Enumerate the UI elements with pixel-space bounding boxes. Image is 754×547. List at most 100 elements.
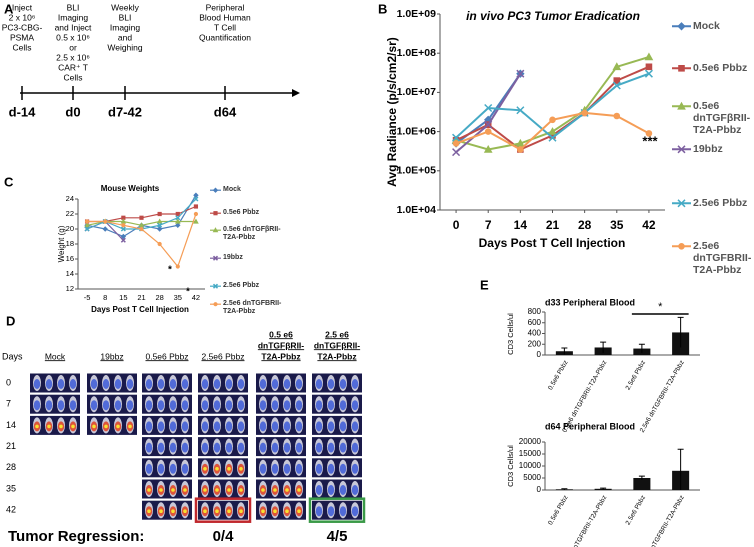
point-marker (139, 226, 144, 232)
point-marker (613, 112, 621, 120)
image-background (312, 437, 362, 457)
image-background (256, 500, 306, 520)
timeline-text: CAR⁺ T (58, 62, 88, 72)
point-marker (452, 148, 461, 157)
image-background (198, 415, 248, 435)
y-axis-title: CD3 Cells/ul (506, 313, 515, 355)
point-marker (120, 237, 126, 243)
signal (157, 463, 165, 474)
regression-result: 4/5 (327, 528, 348, 545)
image-background (142, 479, 192, 499)
x-tick-label: 2.5e6 dnTGFBRII-T2A-Pbbz (639, 359, 686, 434)
signal-core (285, 488, 289, 492)
image-background (312, 394, 362, 414)
y-axis-title: Avg Radiance (p/s/cm2/sr) (385, 37, 399, 187)
point-marker (644, 69, 653, 78)
bli-image (198, 437, 248, 457)
signal (351, 463, 359, 474)
image-background (87, 394, 137, 414)
signal-core (297, 488, 301, 492)
x-tick-label: 8 (103, 293, 107, 302)
bli-image (312, 415, 362, 435)
image-background (312, 373, 362, 393)
legend-label: 0.5e6 dnTGFβRII-T2A-Pbbz (223, 226, 281, 242)
signal-core (203, 488, 207, 492)
signal (327, 506, 335, 517)
point-marker (548, 133, 557, 142)
y-tick-label: 20000 (519, 437, 542, 446)
bli-image (256, 437, 306, 457)
x-tick-label: 0.5e6 Pbbz (547, 359, 570, 391)
point-marker (612, 81, 621, 90)
signal-core (116, 424, 120, 429)
bli-image (142, 500, 192, 520)
signal (181, 421, 189, 432)
column-header: 0.5e6 Pbbz (145, 351, 188, 361)
column-header: Mock (45, 351, 66, 361)
signal (295, 442, 303, 453)
bli-image (30, 373, 80, 393)
point-marker (484, 103, 493, 113)
signal (339, 463, 347, 474)
signal (145, 379, 153, 389)
timeline-time: d0 (65, 104, 80, 119)
timeline-time: d7-42 (108, 104, 142, 119)
signal (225, 379, 233, 389)
y-tick-label: 200 (528, 339, 542, 348)
regression-label: Tumor Regression: (8, 528, 144, 545)
y-tick-label: 5000 (523, 473, 541, 482)
x-tick-label: 21 (137, 293, 145, 302)
signal (283, 421, 291, 432)
signal (169, 400, 177, 411)
error-bar (600, 487, 607, 490)
point-marker (484, 128, 492, 135)
signal-core (215, 488, 219, 492)
signal (157, 442, 165, 453)
timeline-text: Imaging (58, 12, 89, 22)
image-background (30, 394, 80, 414)
y-tick-label: 20 (66, 224, 74, 233)
signal (213, 400, 221, 411)
image-background (198, 500, 248, 520)
signal (201, 442, 209, 453)
point-marker (212, 187, 219, 193)
signal (57, 379, 65, 389)
image-background (312, 458, 362, 478)
signal (126, 400, 134, 411)
signal (327, 400, 335, 411)
signal (57, 400, 65, 411)
signal (201, 421, 209, 432)
signal (339, 485, 347, 495)
x-tick-label: 2.5e6 dnTGFBRII-T2A-Pbbz (639, 494, 686, 547)
signal (225, 421, 233, 432)
point-marker (644, 52, 654, 61)
signal (339, 421, 347, 432)
timeline-text: PSMA (10, 32, 34, 42)
point-marker (120, 226, 126, 232)
bli-image (312, 479, 362, 499)
point-marker (175, 222, 181, 228)
error-bar (677, 448, 684, 490)
column-header: T2A-Pbbz (317, 351, 356, 361)
signal (157, 379, 165, 389)
point-marker (452, 133, 461, 142)
timeline-text: Cells (64, 72, 83, 82)
signal (114, 400, 122, 411)
image-background (142, 415, 192, 435)
signal (169, 442, 177, 453)
image-background (30, 373, 80, 393)
signal (45, 379, 53, 389)
signal (102, 379, 110, 389)
signal (339, 379, 347, 389)
signal (90, 400, 98, 411)
timeline-text: 0.5 x 10⁶ (56, 32, 90, 42)
signal (33, 379, 41, 389)
bli-image (198, 500, 248, 520)
column-header: 19bbz (100, 351, 123, 361)
panel-label: E (480, 277, 489, 292)
y-tick-label: 24 (66, 194, 74, 203)
signal (315, 421, 323, 432)
bli-image (256, 373, 306, 393)
signal (327, 379, 335, 389)
x-tick-label: -5 (84, 293, 91, 302)
